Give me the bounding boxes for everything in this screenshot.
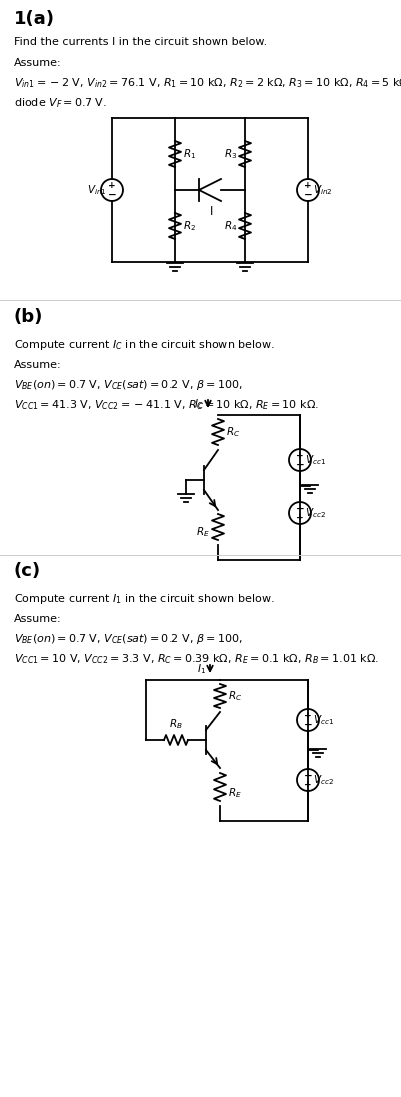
Text: $V_{cc1}$: $V_{cc1}$ [304, 453, 325, 467]
Text: $R_2$: $R_2$ [182, 219, 196, 233]
Text: (c): (c) [14, 562, 41, 580]
Text: $R_3$: $R_3$ [223, 147, 237, 161]
Text: +: + [296, 513, 303, 522]
Text: +: + [304, 181, 311, 190]
Text: +: + [108, 181, 115, 190]
Text: Find the currents I in the circuit shown below.: Find the currents I in the circuit shown… [14, 37, 266, 47]
Text: $V_{in1} = -2$ V, $V_{in2} = 76.1$ V, $R_1 = 10$ k$\Omega$, $R_2 = 2$ k$\Omega$,: $V_{in1} = -2$ V, $V_{in2} = 76.1$ V, $R… [14, 76, 401, 90]
Text: $R_B$: $R_B$ [169, 717, 182, 731]
Text: $I_C$: $I_C$ [193, 397, 203, 411]
Text: $V_{CC1} = 10$ V, $V_{CC2} = 3.3$ V, $R_C = 0.39$ k$\Omega$, $R_E = 0.1$ k$\Omeg: $V_{CC1} = 10$ V, $V_{CC2} = 3.3$ V, $R_… [14, 652, 378, 666]
Text: Compute current $I_1$ in the circuit shown below.: Compute current $I_1$ in the circuit sho… [14, 592, 274, 606]
Text: $R_1$: $R_1$ [182, 147, 196, 161]
Text: −: − [303, 190, 312, 200]
Text: −: − [107, 190, 116, 200]
Text: (b): (b) [14, 308, 43, 326]
Text: I: I [210, 205, 213, 218]
Text: $R_4$: $R_4$ [223, 219, 237, 233]
Text: $R_C$: $R_C$ [225, 426, 240, 439]
Text: +: + [296, 451, 303, 460]
Text: +: + [304, 711, 311, 720]
Text: Assume:: Assume: [14, 360, 61, 370]
Text: −: − [295, 504, 304, 513]
Text: $R_E$: $R_E$ [196, 525, 209, 539]
Text: diode $V_F = 0.7$ V.: diode $V_F = 0.7$ V. [14, 97, 107, 110]
Text: $V_{cc1}$: $V_{cc1}$ [312, 713, 333, 727]
Text: $R_C$: $R_C$ [227, 689, 242, 703]
Text: −: − [303, 770, 312, 780]
Text: Compute current $I_C$ in the circuit shown below.: Compute current $I_C$ in the circuit sho… [14, 338, 274, 352]
Text: $V_{in1}$: $V_{in1}$ [87, 183, 107, 196]
Text: −: − [303, 720, 312, 730]
Text: $V_{in2}$: $V_{in2}$ [312, 183, 332, 196]
Text: −: − [295, 460, 304, 470]
Text: $V_{CC1} = 41.3$ V, $V_{CC2} = -41.1$ V, $R_C = 10$ k$\Omega$, $R_E = 10$ k$\Ome: $V_{CC1} = 41.3$ V, $V_{CC2} = -41.1$ V,… [14, 398, 318, 411]
Text: $V_{cc2}$: $V_{cc2}$ [304, 506, 325, 520]
Text: $I_1$: $I_1$ [196, 663, 205, 676]
Text: Assume:: Assume: [14, 58, 61, 68]
Text: $R_E$: $R_E$ [227, 787, 241, 800]
Text: $V_{BE}(on) = 0.7$ V, $V_{CE}(sat) = 0.2$ V, $\beta = 100$,: $V_{BE}(on) = 0.7$ V, $V_{CE}(sat) = 0.2… [14, 632, 242, 646]
Text: +: + [304, 780, 311, 789]
Text: $V_{BE}(on) = 0.7$ V, $V_{CE}(sat) = 0.2$ V, $\beta = 100$,: $V_{BE}(on) = 0.7$ V, $V_{CE}(sat) = 0.2… [14, 378, 242, 392]
Text: $V_{cc2}$: $V_{cc2}$ [312, 773, 333, 787]
Text: 1(a): 1(a) [14, 10, 55, 29]
Text: Assume:: Assume: [14, 614, 61, 624]
